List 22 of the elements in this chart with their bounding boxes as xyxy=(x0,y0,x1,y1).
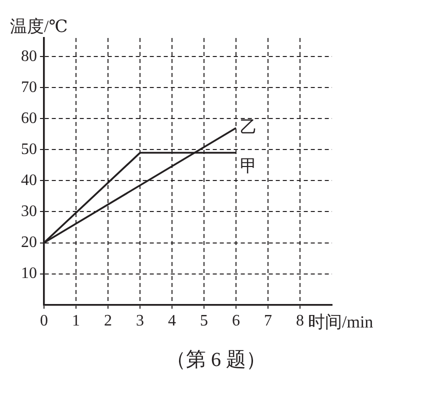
x-tick-label: 4 xyxy=(168,312,176,330)
series-label: 乙 xyxy=(240,117,257,136)
x-tick-label: 3 xyxy=(136,312,144,330)
y-tick-label: 10 xyxy=(21,264,37,282)
y-tick-label: 30 xyxy=(21,202,37,220)
y-tick-label: 40 xyxy=(21,172,37,189)
series-label: 甲 xyxy=(240,156,257,176)
x-tick-label: 1 xyxy=(72,312,80,330)
y-tick-label: 70 xyxy=(21,78,37,96)
x-tick-label: 7 xyxy=(264,312,272,330)
x-tick-label: 0 xyxy=(40,312,48,330)
y-tick-label: 50 xyxy=(21,140,37,158)
y-tick-label: 20 xyxy=(21,234,37,251)
y-axis-title: 温度/℃ xyxy=(10,16,68,36)
x-tick-label: 2 xyxy=(104,312,112,330)
x-axis-title: 时间/min xyxy=(308,312,374,332)
x-tick-label: 8 xyxy=(296,312,304,330)
y-tick-label: 60 xyxy=(21,110,37,127)
x-tick-label: 5 xyxy=(200,312,208,330)
y-tick-label: 80 xyxy=(21,48,37,65)
x-tick-label: 6 xyxy=(232,312,240,330)
text: （第 6 题） xyxy=(165,348,267,373)
